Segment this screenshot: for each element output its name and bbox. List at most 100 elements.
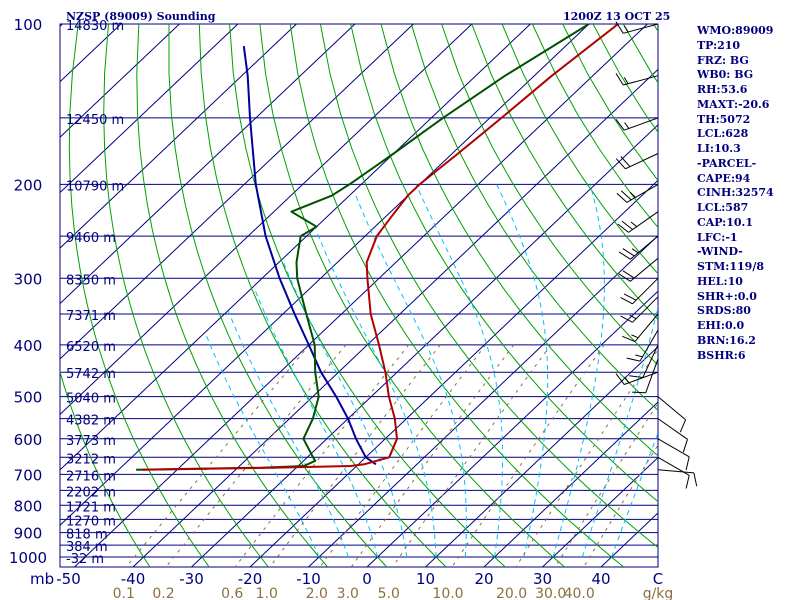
index-item: WMO:89009 [697, 24, 774, 37]
temperature-tick-label: -50 [56, 570, 81, 588]
wind-barb [629, 344, 659, 378]
index-item: BSHR:6 [697, 348, 746, 362]
isotherm-line [483, 401, 658, 567]
mixing-ratio-unit: g/kg [643, 586, 674, 600]
mixing-ratio-label: 0.6 [221, 586, 243, 600]
index-item: EHI:0.0 [697, 319, 745, 332]
dry-adiabat-line [380, 24, 658, 457]
temperature-unit: C [653, 570, 663, 588]
pressure-tick-label: 100 [14, 16, 43, 34]
height-label: 1270 m [66, 514, 116, 529]
wind-barb [632, 358, 659, 394]
index-item: CAP:10.1 [697, 215, 754, 229]
wind-barb [626, 329, 659, 362]
temperature-tick-label: -30 [179, 570, 204, 588]
wind-barb [657, 456, 690, 489]
mixing-ratio-label: 0.1 [113, 586, 135, 600]
mixing-ratio-label: 30.0 [535, 586, 566, 600]
height-label: 5742 m [66, 367, 116, 382]
index-item: -PARCEL- [697, 156, 757, 170]
index-item: TP:210 [697, 38, 741, 52]
temperature-tick-label: 20 [474, 570, 493, 588]
wind-barb [616, 183, 659, 203]
mixing-ratio-line [269, 344, 441, 567]
index-item: BRN:16.2 [697, 333, 756, 347]
pressure-tick-label: 500 [14, 389, 43, 407]
dry-adiabat-line [501, 24, 658, 275]
moist-adiabat-line [496, 184, 549, 558]
isotherm-line [60, 24, 239, 194]
mixing-ratio-label: 20.0 [496, 586, 527, 600]
wind-barb [657, 438, 690, 471]
height-label: -32 m [66, 552, 104, 567]
moist-adiabat-line [415, 184, 504, 558]
moist-adiabat-line [254, 289, 379, 558]
dry-adiabat-line [410, 24, 658, 412]
height-label: 14830 m [66, 19, 124, 34]
height-label: 8350 m [66, 273, 116, 288]
dry-adiabat-line [350, 24, 658, 503]
temperature-trace [141, 24, 619, 471]
height-label: 9460 m [66, 231, 116, 246]
pressure-tick-label: 900 [14, 525, 43, 543]
mixing-ratio-line [391, 344, 552, 567]
temperature-tick-label: -20 [238, 570, 263, 588]
height-label: 2202 m [66, 485, 116, 500]
indices-panel: WMO:89009 TP:210 FRZ: BG WB0: BG RH:53.6 MAXT… [697, 24, 800, 363]
index-item: LI:10.3 [697, 142, 741, 155]
height-label: 2716 m [66, 469, 116, 484]
dry-adiabat-line [229, 24, 507, 567]
mixing-ratio-line [583, 444, 658, 567]
height-label: 4382 m [66, 414, 116, 429]
mixing-ratio-label: 1.0 [256, 586, 278, 600]
index-item: LCL:628 [697, 127, 749, 141]
mixing-ratio-line [515, 348, 658, 567]
pressure-tick-label: 600 [14, 431, 43, 449]
dry-adiabat-line [471, 24, 658, 321]
index-item: CAPE:94 [697, 171, 751, 185]
isotherm-line [249, 179, 658, 567]
height-label: 3212 m [66, 452, 116, 467]
temperature-tick-label: 10 [416, 570, 435, 588]
index-item: LFC:-1 [697, 230, 738, 244]
index-item: FRZ: BG [697, 53, 749, 67]
isotherm-line [191, 124, 658, 567]
wind-barb [620, 296, 659, 323]
isotherm-line [60, 24, 297, 249]
height-label: 5040 m [66, 392, 116, 407]
isotherm-line [60, 24, 531, 471]
background-lines [60, 24, 658, 567]
isotherm-line [60, 24, 356, 305]
dry-adiabat-line [198, 24, 447, 567]
index-item: STM:119/8 [697, 260, 764, 273]
wind-barb [617, 211, 659, 233]
dry-adiabat-line [103, 24, 270, 567]
dry-adiabat-line [441, 24, 658, 366]
index-item: -WIND- [697, 245, 743, 259]
index-item: CINH:32574 [697, 186, 774, 200]
pressure-tick-label: 200 [14, 176, 43, 194]
mixing-ratio-line [554, 402, 658, 567]
height-label: 3773 m [66, 434, 116, 449]
dry-adiabat-line [259, 24, 566, 567]
wind-barb [622, 313, 659, 343]
chart-title: NZSP (89009) Sounding [66, 10, 216, 23]
mixing-ratio-label: 5.0 [378, 586, 400, 600]
observation-time: 1200Z 13 OCT 25 [563, 10, 671, 23]
wind-barb [620, 277, 659, 305]
wind-barb [615, 371, 659, 385]
wind-barb [615, 21, 659, 34]
dry-adiabat-line [60, 370, 151, 567]
wind-barbs [615, 21, 698, 489]
moist-adiabat-line [282, 262, 408, 558]
temperature-tick-label: 30 [533, 570, 552, 588]
height-label: 1721 m [66, 500, 116, 515]
wind-barb [657, 396, 687, 433]
temperature-tick-label: 0 [362, 570, 372, 588]
height-label: 7371 m [66, 309, 116, 324]
wind-barb [615, 153, 659, 170]
pressure-tick-label: 1000 [9, 549, 47, 567]
wind-barb [657, 418, 688, 453]
pressure-tick-label: 400 [14, 337, 43, 355]
